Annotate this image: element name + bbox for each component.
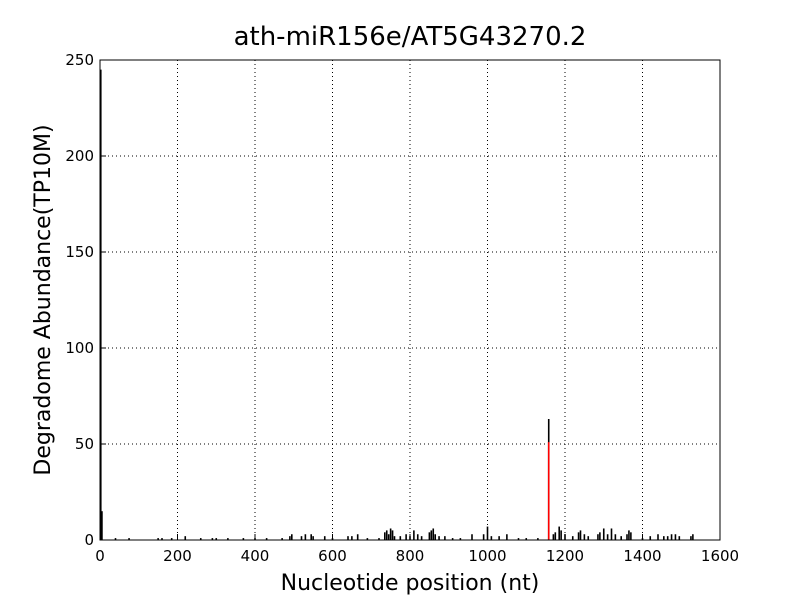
x-tick-label: 1000 xyxy=(468,547,506,565)
x-tick-label: 0 xyxy=(95,547,105,565)
y-tick-label: 50 xyxy=(75,435,94,453)
y-tick-label: 200 xyxy=(65,147,94,165)
y-tick-label: 150 xyxy=(65,243,94,261)
x-tick-label: 800 xyxy=(396,547,425,565)
x-tick-label: 1200 xyxy=(546,547,584,565)
x-tick-label: 1400 xyxy=(623,547,661,565)
y-tick-label: 100 xyxy=(65,339,94,357)
chart-title: ath-miR156e/AT5G43270.2 xyxy=(234,22,587,52)
y-axis-label: Degradome Abundance(TP10M) xyxy=(31,124,56,475)
y-tick-label: 0 xyxy=(84,531,94,549)
y-tick-label: 250 xyxy=(65,51,94,69)
x-tick-label: 1600 xyxy=(701,547,739,565)
plot-frame xyxy=(99,59,721,541)
x-tick-label: 600 xyxy=(318,547,347,565)
x-tick-label: 200 xyxy=(163,547,192,565)
x-tick-label: 400 xyxy=(241,547,270,565)
x-axis-label: Nucleotide position (nt) xyxy=(281,571,540,596)
